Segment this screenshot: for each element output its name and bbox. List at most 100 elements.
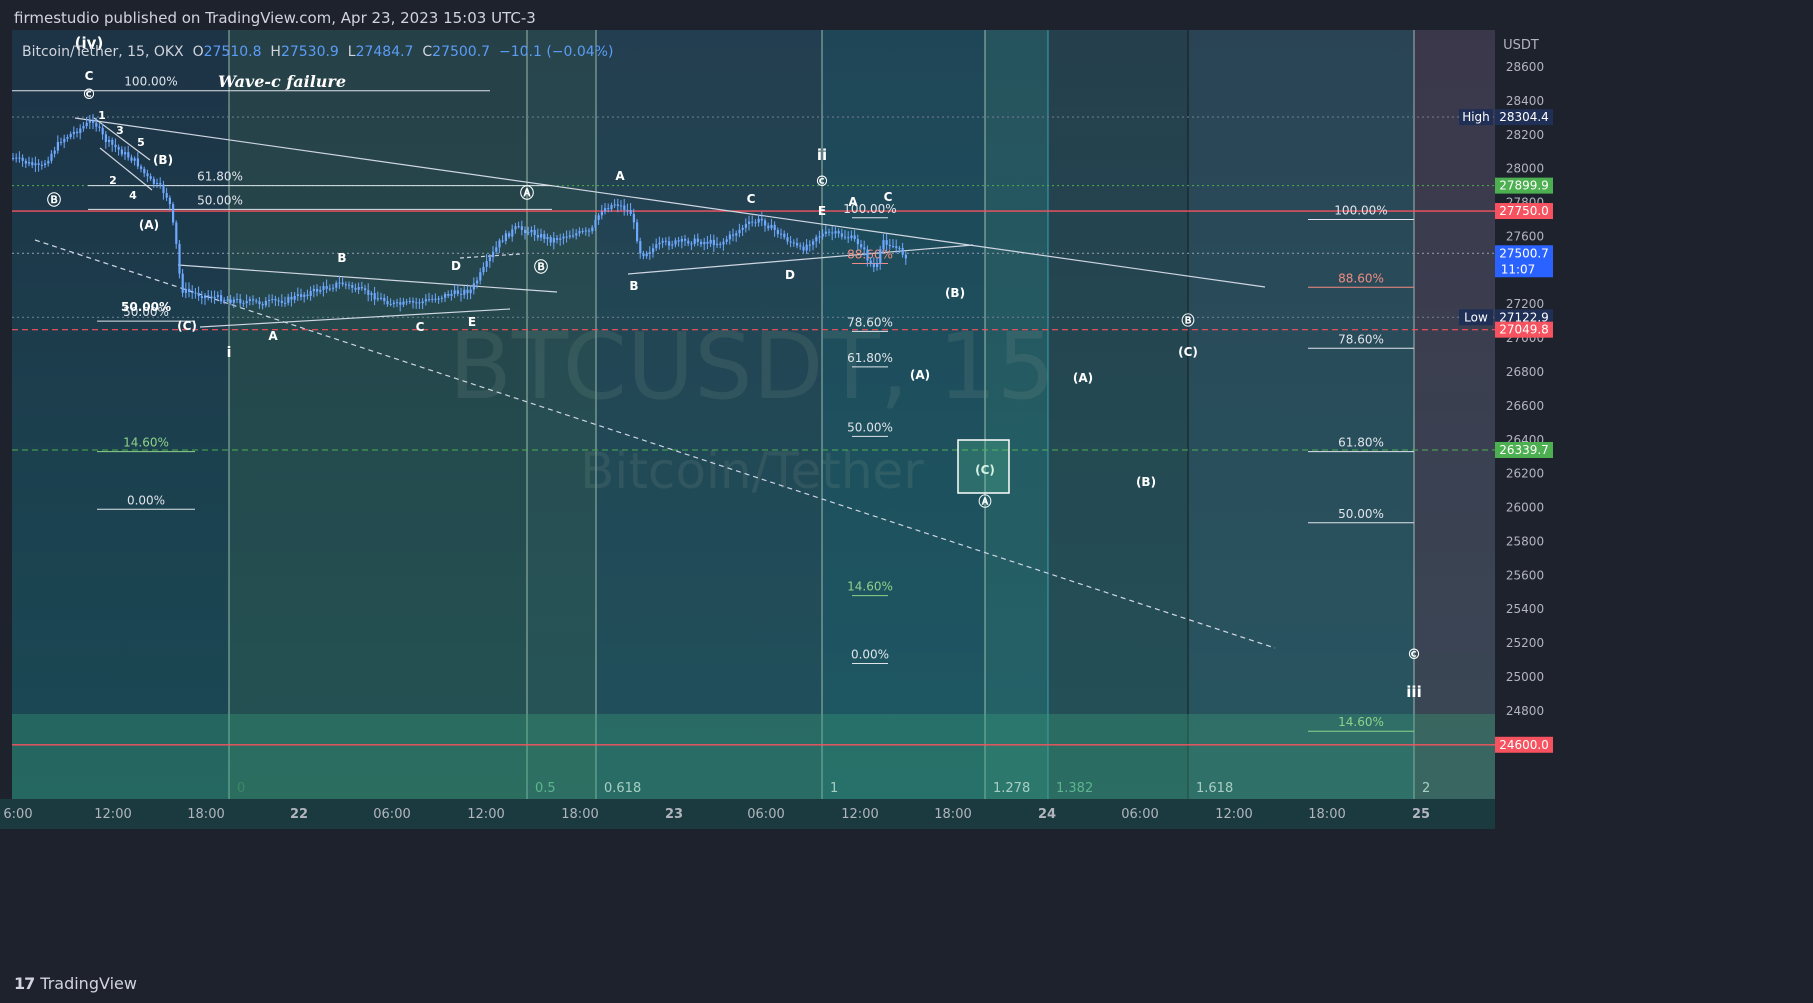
fib-time-label: 1 bbox=[830, 781, 838, 796]
candle-body bbox=[508, 233, 511, 237]
candle-body bbox=[168, 197, 171, 205]
candle-body bbox=[498, 240, 501, 248]
wave-label: Ⓑ bbox=[47, 192, 61, 209]
candle-body bbox=[559, 238, 562, 240]
y-tick-label: 25000 bbox=[1506, 670, 1544, 684]
fib-level-label: 0.00% bbox=[851, 647, 889, 661]
candle-body bbox=[92, 120, 95, 123]
wave-label: Ⓑ bbox=[1181, 313, 1194, 329]
candle-body bbox=[354, 287, 357, 290]
candle-body bbox=[575, 233, 578, 236]
fib-time-label: 1.618 bbox=[1196, 781, 1233, 796]
candle-body bbox=[415, 302, 418, 304]
candle-body bbox=[684, 238, 687, 241]
candle-body bbox=[540, 234, 543, 238]
wave-label: 4 bbox=[129, 189, 137, 202]
candle-body bbox=[152, 178, 155, 184]
candle-body bbox=[799, 245, 802, 247]
candle-body bbox=[716, 243, 719, 246]
x-tick-label: 12:00 bbox=[1215, 807, 1252, 822]
y-tick-label: 25600 bbox=[1506, 568, 1544, 582]
wave-label: C bbox=[747, 192, 756, 206]
candle-body bbox=[658, 242, 661, 245]
candle-body bbox=[543, 234, 546, 240]
candle-body bbox=[581, 231, 584, 233]
candle-body bbox=[309, 291, 312, 296]
candle-body bbox=[133, 158, 136, 161]
candle-body bbox=[812, 241, 815, 245]
candle-body bbox=[127, 152, 130, 158]
wave-label: C bbox=[85, 69, 94, 83]
candle-body bbox=[725, 239, 728, 242]
tv-logo-icon: 17 bbox=[14, 974, 35, 993]
candle-body bbox=[613, 204, 616, 206]
fib-time-label: 0.5 bbox=[535, 781, 556, 796]
candle-body bbox=[773, 224, 776, 231]
candle-body bbox=[284, 302, 287, 304]
candle-body bbox=[636, 222, 639, 242]
trend-line bbox=[627, 244, 974, 275]
candle-body bbox=[738, 229, 741, 234]
candle-body bbox=[460, 293, 463, 295]
candle-body bbox=[104, 134, 107, 142]
candle-body bbox=[869, 260, 872, 264]
candle-body bbox=[229, 299, 232, 303]
price-tag bbox=[1495, 321, 1553, 338]
candle-body bbox=[520, 226, 523, 230]
x-tick-label: 06:00 bbox=[373, 807, 410, 822]
candle-body bbox=[616, 204, 619, 206]
price-tag-value: 27899.9 bbox=[1499, 179, 1549, 193]
candle-body bbox=[88, 120, 91, 123]
wave-label: iii bbox=[1406, 683, 1421, 701]
wave-label: (A) bbox=[910, 368, 930, 382]
candle-body bbox=[268, 299, 271, 301]
candle-body bbox=[34, 163, 37, 166]
wave-label: 5 bbox=[137, 136, 145, 149]
candle-body bbox=[469, 289, 472, 294]
candle-body bbox=[319, 289, 322, 292]
x-tick-label: 23 bbox=[665, 807, 683, 822]
wave-label: C bbox=[416, 320, 425, 334]
candle-body bbox=[220, 295, 223, 302]
wave-label: © bbox=[1407, 647, 1421, 663]
tradingview-logo[interactable]: 17 TradingView bbox=[14, 974, 137, 993]
price-tag-countdown: 11:07 bbox=[1501, 262, 1536, 276]
candle-body bbox=[245, 300, 248, 304]
candle-body bbox=[511, 229, 514, 237]
candle-body bbox=[597, 215, 600, 220]
candle-body bbox=[383, 297, 386, 302]
fib-level-label: 88.60% bbox=[847, 248, 893, 262]
fib-level-label: 88.60% bbox=[1338, 271, 1384, 285]
candle-body bbox=[63, 138, 66, 143]
candle-body bbox=[648, 252, 651, 254]
candle-body bbox=[674, 240, 677, 245]
candle-body bbox=[600, 211, 603, 216]
publisher-line: firmestudio published on TradingView.com… bbox=[14, 9, 536, 27]
candle-body bbox=[28, 162, 31, 164]
candle-body bbox=[876, 263, 879, 268]
candle-body bbox=[72, 131, 75, 134]
trend-line bbox=[199, 308, 511, 328]
price-tag-value: 27122.9 bbox=[1499, 310, 1549, 324]
price-tag bbox=[1495, 177, 1553, 194]
fib-level-label: 50.00% bbox=[197, 193, 243, 207]
wave-label: ii bbox=[817, 146, 827, 164]
wave-label: (A) bbox=[139, 218, 159, 232]
candle-body bbox=[805, 244, 808, 251]
y-tick-label: 24800 bbox=[1506, 704, 1544, 718]
fib-level-label: 14.60% bbox=[1338, 715, 1384, 729]
wave-label: (C) bbox=[177, 319, 197, 333]
candle-body bbox=[367, 290, 370, 295]
wave-label: E bbox=[468, 315, 476, 329]
candle-body bbox=[626, 209, 629, 211]
wave-label: C bbox=[884, 190, 893, 204]
candle-body bbox=[40, 164, 43, 166]
wave-label: © bbox=[82, 87, 96, 103]
candle-body bbox=[360, 287, 363, 289]
candle-body bbox=[242, 303, 245, 305]
price-tag-value: 27049.8 bbox=[1499, 323, 1549, 337]
candle-body bbox=[440, 297, 443, 299]
candle-body bbox=[111, 139, 114, 145]
candle-body bbox=[44, 163, 47, 166]
